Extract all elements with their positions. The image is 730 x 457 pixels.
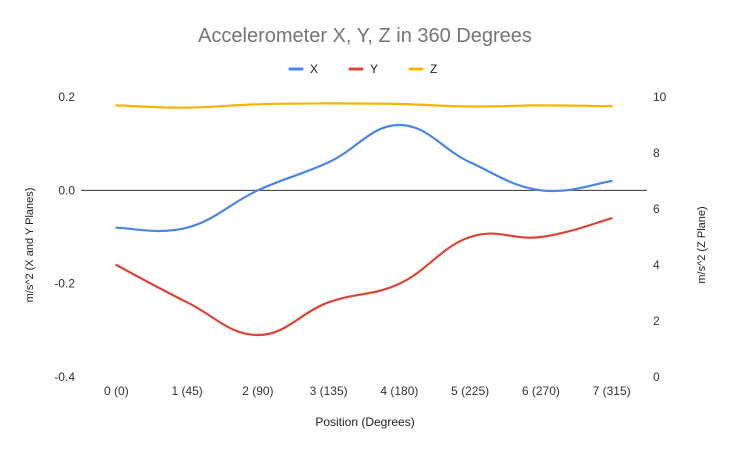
chart-title: Accelerometer X, Y, Z in 360 Degrees [198,25,532,47]
x-tick-label: 3 (135) [310,384,348,398]
legend-label: Z [430,62,437,76]
x-tick-label: 6 (270) [522,384,560,398]
x-tick-label: 5 (225) [451,384,489,398]
series-line-z [115,102,613,109]
y-axis-right-label: m/s^2 (Z Plane) [696,206,708,283]
y-left-tick-label: 0.2 [58,90,75,104]
y-left-tick-label: 0.0 [58,183,75,197]
series-line-x [115,123,613,233]
y-right-tick-label: 4 [653,258,660,272]
legend-item-z: Z [408,62,437,76]
legend-item-y: Y [348,62,378,76]
series-lines [115,102,613,337]
series-line-y [115,217,613,337]
y-axis-left-label: m/s^2 (X and Y Planes) [24,188,36,303]
x-tick-label: 7 (315) [593,384,631,398]
y-right-tick-label: 6 [653,202,660,216]
y-axis-right-ticks: 0 2 4 6 8 10 [653,90,667,384]
x-axis-label: Position (Degrees) [315,415,414,429]
x-tick-label: 4 (180) [380,384,418,398]
y-right-tick-label: 10 [653,90,667,104]
legend-label: X [310,62,318,76]
y-right-tick-label: 0 [653,370,660,384]
legend-label: Y [370,62,378,76]
x-axis-ticks: 0 (0) 1 (45) 2 (90) 3 (135) 4 (180) 5 (225) 6 … [104,384,631,398]
y-right-tick-label: 8 [653,146,660,160]
x-tick-label: 2 (90) [242,384,273,398]
y-left-tick-label: -0.2 [54,277,75,291]
y-right-tick-label: 2 [653,314,660,328]
y-left-tick-label: -0.4 [54,370,75,384]
legend-item-x: X [288,62,318,76]
y-axis-left-ticks: -0.4 -0.2 0.0 0.2 [54,90,75,384]
x-tick-label: 1 (45) [171,384,202,398]
legend: X Y Z [288,62,437,76]
x-tick-label: 0 (0) [104,384,129,398]
